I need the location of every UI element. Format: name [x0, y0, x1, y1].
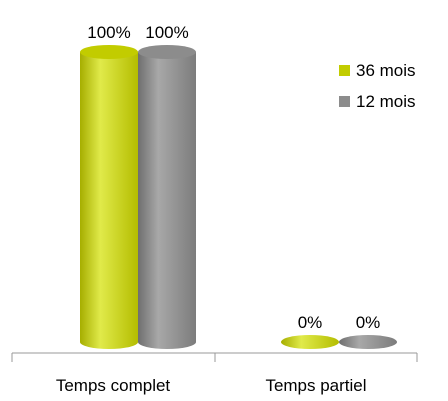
bar-12-mois-0	[138, 45, 196, 349]
data-label: 100%	[145, 23, 188, 42]
data-label: 0%	[298, 313, 323, 332]
x-axis	[11, 352, 418, 362]
bar-12-mois-1	[339, 335, 397, 349]
category-labels: Temps complet Temps partiel	[56, 376, 367, 395]
legend-swatch	[339, 96, 350, 107]
legend-swatch	[339, 65, 350, 76]
bar-36-mois-0	[80, 45, 138, 349]
legend-item: 36 mois	[339, 61, 416, 80]
legend-label: 36 mois	[356, 61, 416, 80]
legend-item: 12 mois	[339, 92, 416, 111]
category-label: Temps complet	[56, 376, 171, 395]
legend: 36 mois 12 mois	[339, 61, 416, 111]
data-label: 0%	[356, 313, 381, 332]
data-labels: 100% 100% 0% 0%	[87, 23, 380, 332]
bar-36-mois-1	[281, 335, 339, 349]
legend-label: 12 mois	[356, 92, 416, 111]
category-label: Temps partiel	[265, 376, 366, 395]
data-label: 100%	[87, 23, 130, 42]
bars	[80, 45, 397, 349]
